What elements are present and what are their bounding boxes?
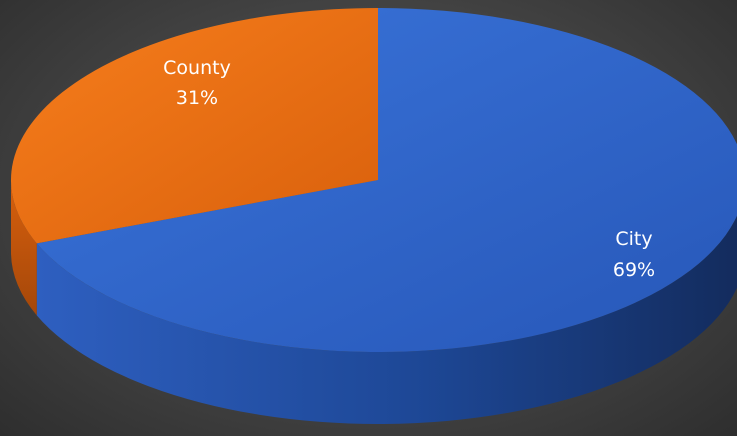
pie-slice-county [10, 8, 378, 244]
pie-slice-side-city [36, 215, 737, 424]
slice-label-county-name: County [163, 57, 231, 79]
slice-label-city-name: City [615, 228, 652, 250]
pie-slice-city [36, 8, 737, 352]
pie-slice-side-county [10, 180, 37, 316]
slice-label-city-value: 69% [613, 259, 655, 281]
slice-label-county-value: 31% [176, 87, 218, 109]
